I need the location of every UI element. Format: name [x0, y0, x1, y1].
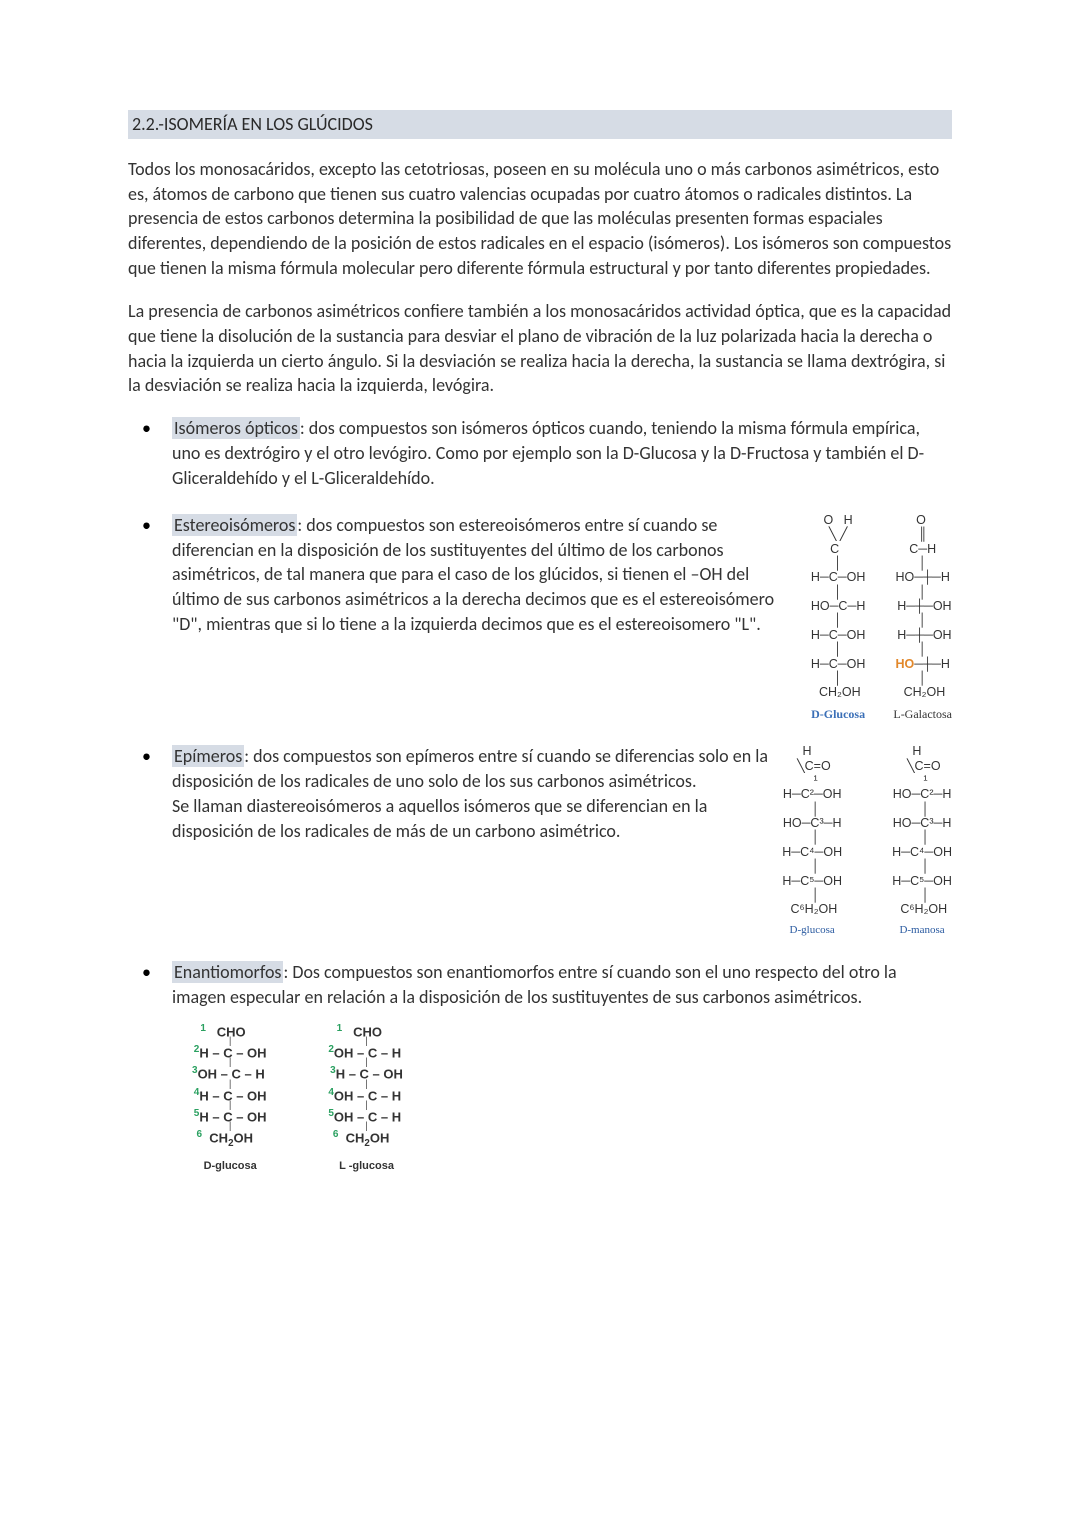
list-item-opticos: Isómeros ópticos: dos compuestos son isó… — [128, 416, 952, 490]
term-opticos: Isómeros ópticos — [172, 417, 300, 439]
molecule-label-enant-d: D-glucosa — [192, 1159, 268, 1174]
paragraph-2: La presencia de carbonos asimétricos con… — [128, 299, 952, 398]
section-heading: 2.2.-ISOMERÍA EN LOS GLÚCIDOS — [128, 110, 952, 139]
molecule-label-d-manosa: D-manosa — [892, 923, 952, 938]
list-item-enant: Enantiomorfos: Dos compuestos son enanti… — [128, 960, 952, 1174]
bullet-list: Isómeros ópticos: dos compuestos son isó… — [128, 416, 952, 1174]
molecule-label-d-glucosa-2: D-glucosa — [782, 923, 842, 938]
molecule-label-enant-l: L -glucosa — [328, 1159, 404, 1174]
molecule-enant-l-glucosa: 1 CHO |2OH – C – H |3H – C – OH |4OH – C… — [328, 1024, 404, 1174]
molecule-enant-d-glucosa: 1 CHO |2H – C – OH |3OH – C – H |4H – C … — [192, 1024, 268, 1174]
term-epimeros: Epímeros — [172, 745, 244, 767]
molecule-d-manosa: H ╲C=O ¹ HO─C²─H │ HO─C³─H │ H─C⁴─OH │ H… — [892, 744, 952, 938]
figure-estereo: O H ╲ ╱ C │ H─C─OH │ HO─C─H │ H─C─OH │ H… — [811, 513, 952, 722]
molecule-d-glucosa: O H ╲ ╱ C │ H─C─OH │ HO─C─H │ H─C─OH │ H… — [811, 513, 866, 722]
paragraph-1: Todos los monosacáridos, excepto las cet… — [128, 157, 952, 281]
term-estereo: Estereoisómeros — [172, 514, 297, 536]
figure-enant: 1 CHO |2H – C – OH |3OH – C – H |4H – C … — [192, 1024, 952, 1174]
text-epimeros-1: : dos compuestos son epímeros entre sí c… — [172, 745, 768, 792]
molecule-label-l-galactosa: L-Galactosa — [893, 706, 952, 723]
term-enant: Enantiomorfos — [172, 961, 283, 983]
molecule-l-galactosa: O ║ C─H │ HO─┼─H │ H─┼─OH │ H─┼─OH │ HO─… — [893, 513, 952, 722]
molecule-d-glucosa-2: H ╲C=O ¹ H─C²─OH │ HO─C³─H │ H─C⁴─OH │ H… — [782, 744, 842, 938]
figure-epimeros: H ╲C=O ¹ H─C²─OH │ HO─C³─H │ H─C⁴─OH │ H… — [782, 744, 952, 938]
text-epimeros-2: Se llaman diastereoisómeros a aquellos i… — [172, 795, 707, 842]
molecule-label-d-glucosa: D-Glucosa — [811, 706, 866, 723]
list-item-estereo: Estereoisómeros: dos compuestos son este… — [128, 513, 952, 722]
list-item-epimeros: Epímeros: dos compuestos son epímeros en… — [128, 744, 952, 938]
